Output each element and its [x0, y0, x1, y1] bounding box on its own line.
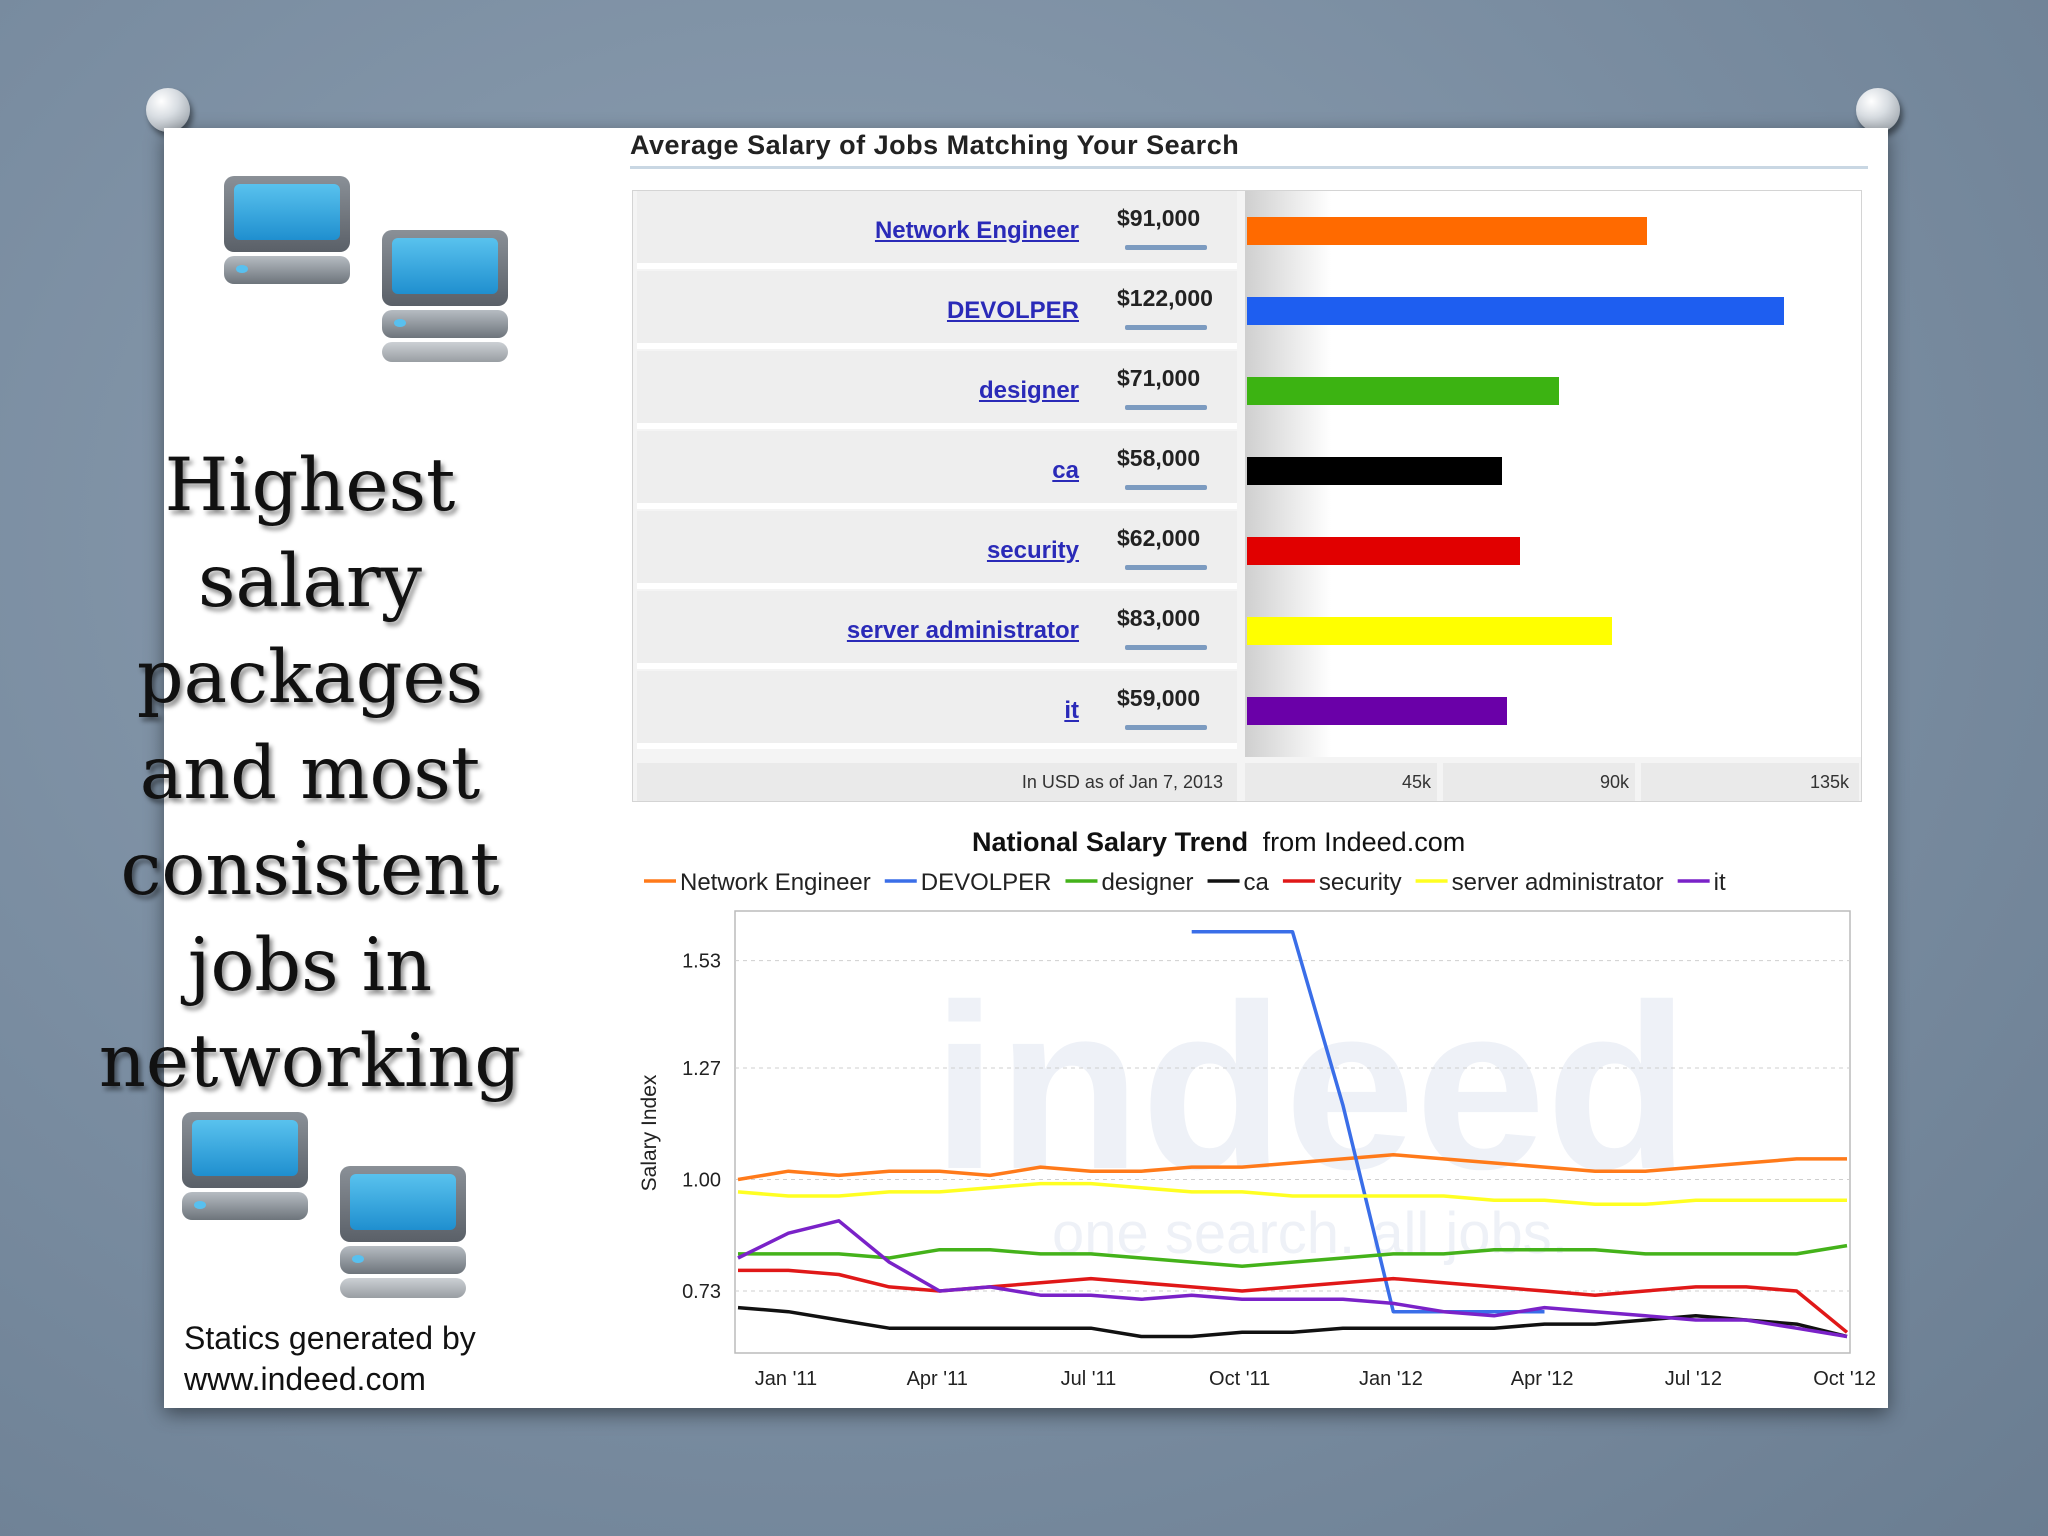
legend-label: DEVOLPER: [921, 869, 1052, 896]
salary-bar: [1247, 217, 1648, 245]
computers-illustration-top: [208, 170, 522, 392]
y-tick-label: 1.27: [682, 1058, 721, 1080]
salary-row: designer $71,000: [637, 351, 1237, 429]
job-title-link[interactable]: Network Engineer: [874, 217, 1079, 244]
chart-title: Average Salary of Jobs Matching Your Sea…: [630, 130, 1240, 160]
computers-illustration-bottom: [166, 1106, 478, 1328]
job-title-link[interactable]: ca: [1052, 457, 1079, 484]
x-tick-label: 90k: [1599, 772, 1629, 792]
series-line: [737, 1152, 1847, 1182]
salary-bar: [1247, 537, 1520, 565]
headline-line: packages: [136, 635, 484, 720]
headline: Highest salary packages and most consist…: [0, 438, 620, 1110]
series-line: [738, 1243, 1848, 1269]
salary-value: $71,000: [1117, 365, 1201, 391]
salary-value: $58,000: [1117, 445, 1201, 471]
headline-line: salary: [198, 539, 422, 624]
x-tick-label: Jan '12: [1359, 1368, 1423, 1390]
trend-title: National Salary Trend from Indeed.com: [972, 827, 1465, 857]
salary-bar: [1247, 697, 1507, 725]
credit-line: www.indeed.com: [184, 1361, 426, 1397]
salary-row: Network Engineer $91,000: [637, 191, 1237, 269]
x-tick-label: 45k: [1401, 772, 1431, 792]
salary-trend-chart: National Salary Trend from Indeed.com Ne…: [612, 803, 1888, 1408]
legend-label: Network Engineer: [680, 869, 871, 896]
salary-row: ca $58,000: [637, 431, 1237, 509]
pushpin-left: [146, 88, 190, 132]
average-salary-chart: Average Salary of Jobs Matching Your Sea…: [612, 128, 1888, 803]
x-tick-label: Jul '12: [1665, 1368, 1722, 1390]
salary-value: $62,000: [1117, 525, 1201, 551]
credit-line: Statics generated by: [184, 1320, 476, 1356]
trend-title-rest: from Indeed.com: [1263, 827, 1466, 857]
trend-chart-svg: National Salary Trend from Indeed.com Ne…: [638, 827, 1876, 1390]
mini-bar: [1125, 565, 1207, 570]
footer-note: In USD as of Jan 7, 2013: [1021, 772, 1223, 792]
legend-label: security: [1319, 869, 1402, 896]
salary-bar: [1247, 617, 1613, 645]
x-tick-label: Apr '11: [907, 1368, 968, 1390]
watermark-tagline: one search. all jobs.: [1052, 1201, 1568, 1266]
mini-bar: [1125, 725, 1207, 730]
x-tick-label: Jan '11: [755, 1368, 817, 1390]
series-line: [737, 1181, 1847, 1207]
credit-text: Statics generated by www.indeed.com: [184, 1318, 476, 1400]
job-title-link[interactable]: DEVOLPER: [946, 297, 1079, 324]
salary-value: $83,000: [1117, 605, 1201, 631]
y-tick-label: 1.53: [682, 951, 721, 973]
trend-title-bold: National Salary Trend: [972, 827, 1248, 857]
salary-value: $59,000: [1117, 685, 1201, 711]
salary-row: DEVOLPER $122,000: [637, 271, 1237, 349]
headline-line: and most: [139, 731, 481, 816]
job-title-link[interactable]: security: [986, 537, 1079, 564]
tick-cell: 135k: [1641, 763, 1859, 801]
job-title-link[interactable]: server administrator: [846, 617, 1079, 644]
tick-cell: 90k: [1443, 763, 1635, 801]
x-tick-label: Oct '11: [1209, 1368, 1270, 1390]
legend-label: it: [1714, 869, 1726, 896]
job-title-link[interactable]: it: [1064, 697, 1079, 724]
pushpin-right: [1856, 88, 1900, 132]
x-tick-label: Apr '12: [1511, 1368, 1574, 1390]
x-tick-label: 135k: [1809, 772, 1849, 792]
salary-row: security $62,000: [637, 511, 1237, 589]
series-line: [737, 1305, 1848, 1339]
series-line: [738, 1268, 1849, 1334]
legend: Network Engineer DEVOLPER designer ca securi…: [644, 869, 1726, 896]
plot-area: 0.73 1.00 1.27 1.53 Jan '11 Apr '11 Jul '11 Oct…: [682, 910, 1876, 1390]
bars-area: [1245, 191, 1861, 757]
salary-value: $122,000: [1117, 285, 1213, 311]
series-line: [1191, 929, 1545, 1314]
headline-line: networking: [98, 1019, 522, 1104]
mini-bar: [1125, 485, 1207, 490]
mini-bar: [1125, 405, 1207, 410]
x-tick-label: Jul '11: [1061, 1368, 1117, 1390]
plot-frame: [734, 910, 1851, 1354]
salary-table: Network Engineer $91,000 DEVOLPER $122,000 d…: [632, 190, 1862, 802]
salary-row: server administrator $83,000: [637, 591, 1237, 669]
y-tick-label: 0.73: [682, 1281, 721, 1303]
job-title-link[interactable]: designer: [978, 377, 1079, 404]
mini-bar: [1125, 325, 1207, 330]
headline-line: consistent: [120, 827, 500, 912]
series-line: [737, 1219, 1848, 1339]
mini-bar: [1125, 645, 1207, 650]
mini-bar: [1125, 245, 1207, 250]
legend-label: designer: [1101, 869, 1193, 896]
salary-bar: [1247, 297, 1784, 325]
headline-line: Highest: [164, 443, 456, 528]
title-rule: [630, 166, 1868, 169]
salary-value: $91,000: [1117, 205, 1201, 231]
legend-label: ca: [1244, 869, 1270, 896]
tick-cell: 45k: [1245, 763, 1437, 801]
x-tick-label: Oct '12: [1813, 1368, 1876, 1390]
legend-label: server administrator: [1452, 869, 1664, 896]
footer-note-cell: In USD as of Jan 7, 2013: [637, 763, 1237, 801]
salary-bar: [1247, 457, 1503, 485]
headline-line: jobs in: [187, 923, 433, 1008]
y-axis-label: Salary Index: [638, 1074, 661, 1191]
y-tick-label: 1.00: [682, 1170, 721, 1192]
salary-row: it $59,000: [637, 671, 1237, 749]
salary-bar: [1247, 377, 1560, 405]
